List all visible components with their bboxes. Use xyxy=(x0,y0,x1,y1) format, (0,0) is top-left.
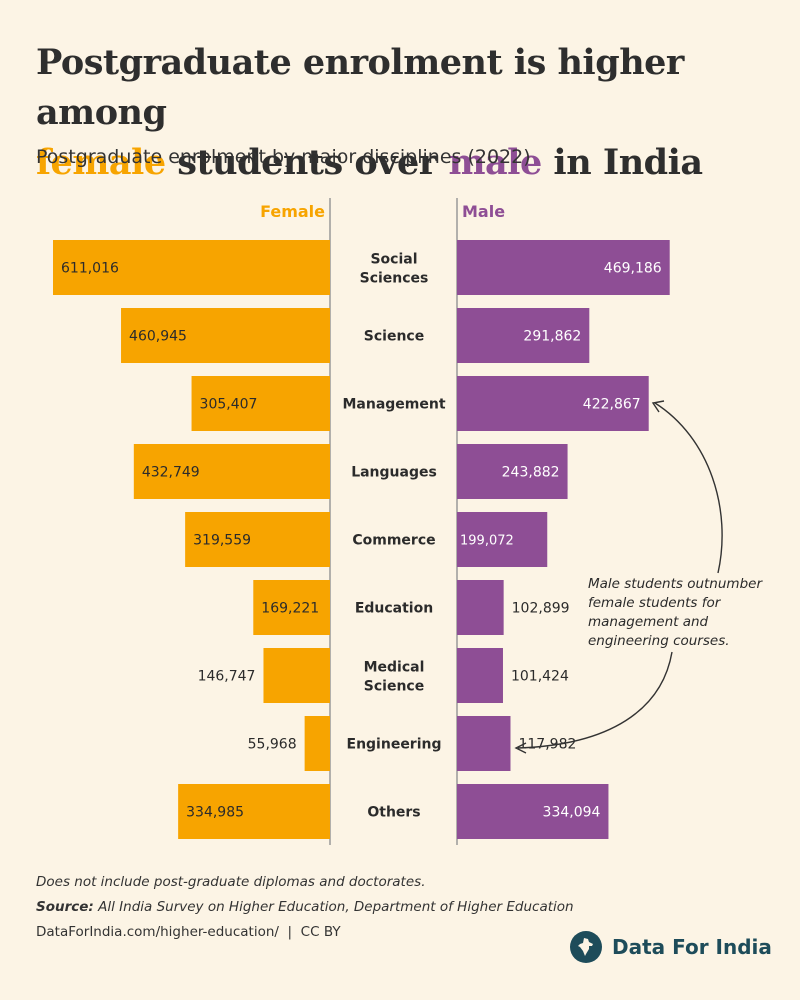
bar-male xyxy=(457,240,670,295)
value-label-female: 319,559 xyxy=(193,533,251,549)
diverging-bar-chart: Female Male 611,016 469,186 Social Sciences 46… xyxy=(53,198,763,845)
category-label: Others xyxy=(367,805,420,821)
annotation-text: Male students outnumber female students f… xyxy=(588,576,763,649)
page-title: Postgraduate enrolment is higher among f… xyxy=(36,38,776,188)
credit-link[interactable]: DataForIndia.com/higher-education/ | CC … xyxy=(36,924,341,940)
value-label-male: 334,094 xyxy=(543,805,601,821)
category-label: Medical xyxy=(364,660,425,676)
category-label: Social xyxy=(370,252,417,268)
legend-male: Male xyxy=(462,202,505,221)
title-male-word: male xyxy=(448,142,542,183)
bar-male xyxy=(457,716,511,771)
category-label: Management xyxy=(342,397,445,413)
value-label-male: 291,862 xyxy=(523,329,581,345)
bar-female xyxy=(178,784,330,839)
india-map-icon xyxy=(570,931,602,963)
disclaimer-note: Does not include post-graduate diplomas … xyxy=(36,874,426,890)
arrowhead-management xyxy=(651,400,665,413)
value-label-female: 146,747 xyxy=(198,669,256,685)
category-label: Science xyxy=(364,329,424,345)
category-label: Science xyxy=(364,679,424,695)
value-label-male: 243,882 xyxy=(502,465,560,481)
category-label: Education xyxy=(355,601,433,617)
value-label-male: 469,186 xyxy=(604,261,662,277)
value-label-male: 422,867 xyxy=(583,397,641,413)
source-label: Source: xyxy=(36,899,94,915)
bar-female xyxy=(253,580,330,635)
value-label-female: 611,016 xyxy=(61,261,119,277)
bar-male xyxy=(457,512,548,567)
value-label-male: 199,072 xyxy=(460,534,514,549)
annotation-arrow-engineering xyxy=(517,651,673,749)
title-part3: in India xyxy=(553,142,703,183)
value-label-female: 334,985 xyxy=(186,805,244,821)
title-part1: Postgraduate enrolment is higher among xyxy=(36,42,684,133)
value-label-male: 117,982 xyxy=(518,737,576,753)
value-label-female: 305,407 xyxy=(200,397,258,413)
chart-subtitle: Postgraduate enrolment by major discipli… xyxy=(36,146,531,168)
bar-male xyxy=(457,784,609,839)
value-label-female: 55,968 xyxy=(248,737,297,753)
brand-name: Data For India xyxy=(612,935,772,959)
bar-male xyxy=(457,444,568,499)
category-label: Languages xyxy=(351,465,437,481)
bar-female xyxy=(304,716,330,771)
title-part2: students over xyxy=(177,142,437,183)
brand-logo: Data For India xyxy=(570,930,772,964)
value-label-female: 460,945 xyxy=(129,329,187,345)
value-label-female: 169,221 xyxy=(261,601,319,617)
bar-female xyxy=(185,512,330,567)
bar-female xyxy=(121,308,330,363)
bar-male xyxy=(457,648,503,703)
bar-male xyxy=(457,580,504,635)
bar-female xyxy=(133,444,330,499)
source-text: All India Survey on Higher Education, De… xyxy=(98,899,574,915)
bar-female xyxy=(263,648,330,703)
value-label-female: 432,749 xyxy=(142,465,200,481)
arrowhead-engineering xyxy=(514,742,527,754)
bar-male xyxy=(457,376,649,431)
legend-female: Female xyxy=(260,202,325,221)
footnotes: Does not include post-graduate diplomas … xyxy=(36,872,574,947)
value-label-male: 101,424 xyxy=(511,669,569,685)
bar-male xyxy=(457,308,590,363)
title-female-word: female xyxy=(36,142,166,183)
category-label: Commerce xyxy=(352,533,435,549)
value-label-male: 102,899 xyxy=(512,601,570,617)
category-label: Engineering xyxy=(347,737,442,753)
source-note: Source: All India Survey on Higher Educa… xyxy=(36,897,574,922)
category-label: Sciences xyxy=(360,271,429,287)
bar-female xyxy=(191,376,330,431)
bar-female xyxy=(53,240,330,295)
annotation-arrow-management xyxy=(654,402,723,574)
